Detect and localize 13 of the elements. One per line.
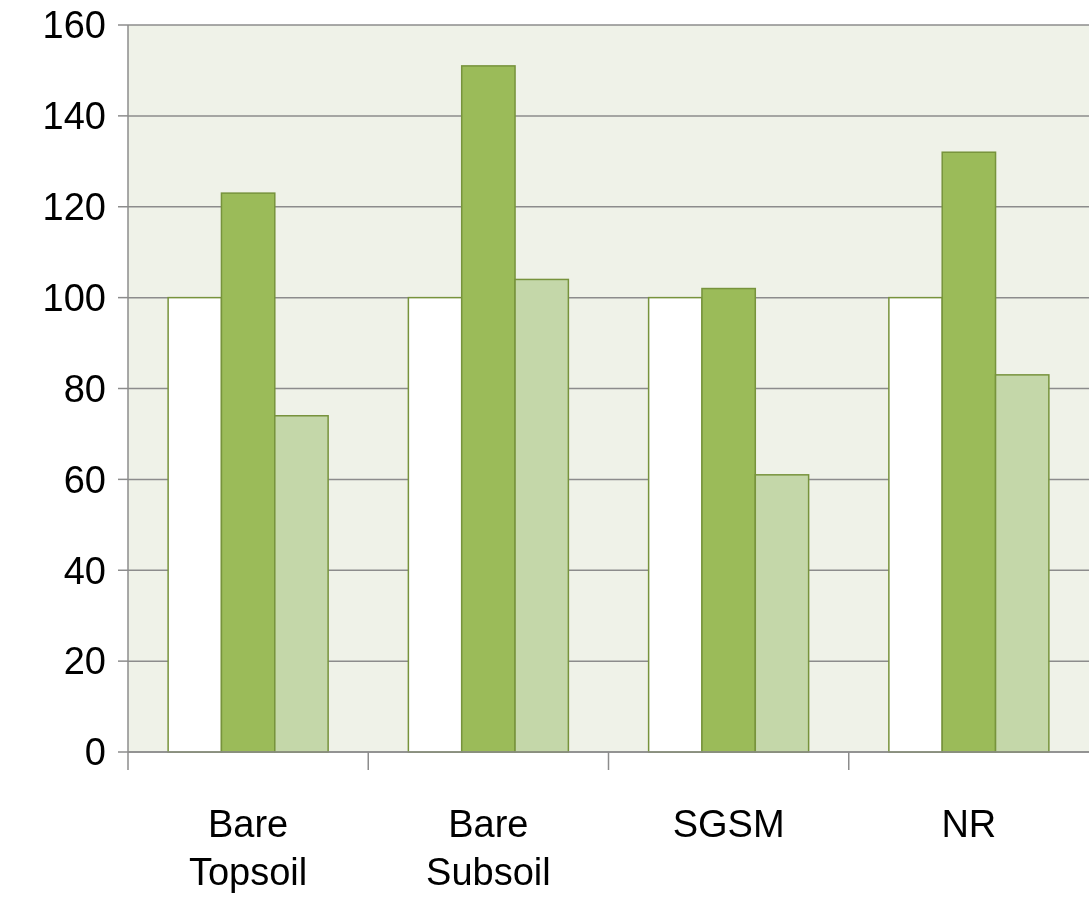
y-tick-label: 140 xyxy=(42,95,106,138)
y-tick-label: 20 xyxy=(63,640,106,683)
x-tick-label: NR xyxy=(941,803,997,845)
y-tick-label: 160 xyxy=(42,4,106,47)
y-tick-label: 120 xyxy=(42,186,106,229)
y-tick-label: 0 xyxy=(84,731,106,774)
y-tick-label: 80 xyxy=(63,367,106,410)
x-tick-label: Bare Topsoil xyxy=(188,803,308,893)
y-tick-label: 100 xyxy=(42,276,106,319)
x-tick-label: Bare Subsoil xyxy=(426,803,551,893)
y-tick-label: 40 xyxy=(63,549,106,592)
x-tick-label: SGSM xyxy=(672,803,785,845)
y-tick-label: 60 xyxy=(63,458,106,501)
